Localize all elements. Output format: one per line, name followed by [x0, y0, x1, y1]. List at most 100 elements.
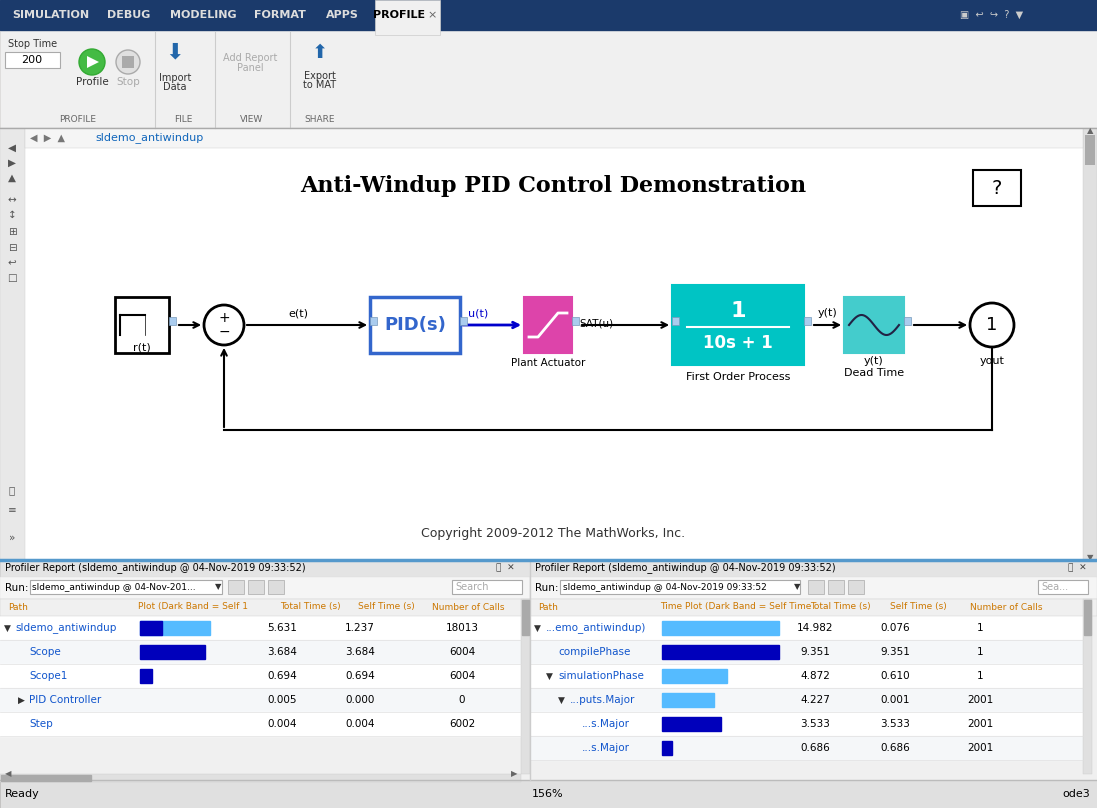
Text: 0.694: 0.694 [268, 671, 297, 681]
Text: 1.237: 1.237 [346, 623, 375, 633]
Text: APPS: APPS [326, 10, 359, 20]
Bar [452, 580, 522, 594]
Text: ?: ? [992, 179, 1003, 197]
Bar [0, 640, 521, 664]
Text: compilePhase: compilePhase [558, 647, 631, 657]
Text: r(t): r(t) [133, 342, 151, 352]
Text: ode3: ode3 [1062, 789, 1090, 799]
Text: 0.001: 0.001 [880, 695, 909, 705]
Bar [661, 669, 727, 683]
Text: SAT(u): SAT(u) [579, 318, 613, 328]
Text: SHARE: SHARE [305, 116, 336, 124]
Text: First Order Process: First Order Process [686, 372, 790, 382]
Text: Profiler Report (sldemo_antiwindup @ 04-Nov-2019 09:33:52): Profiler Report (sldemo_antiwindup @ 04-… [535, 562, 836, 574]
Bar [530, 736, 1083, 760]
Text: Import: Import [159, 73, 191, 83]
Bar [844, 297, 904, 353]
Text: Ready: Ready [5, 789, 39, 799]
Text: ◀  ▶  ▲: ◀ ▶ ▲ [30, 133, 65, 143]
Text: Self Time (s): Self Time (s) [890, 603, 947, 612]
Text: 1: 1 [976, 647, 983, 657]
Bar [530, 560, 1097, 577]
Bar [140, 621, 162, 635]
Text: Plant Actuator: Plant Actuator [511, 358, 585, 368]
Text: Self Time (s): Self Time (s) [358, 603, 415, 612]
Bar [122, 56, 134, 68]
Text: 1: 1 [986, 316, 997, 334]
Text: FILE: FILE [173, 116, 192, 124]
Text: PID(s): PID(s) [384, 316, 446, 334]
Text: Panel: Panel [237, 63, 263, 73]
Text: sldemo_antiwindup: sldemo_antiwindup [95, 133, 203, 144]
Text: Total Time (s): Total Time (s) [810, 603, 871, 612]
Text: 156%: 156% [532, 789, 564, 799]
Text: 0.005: 0.005 [268, 695, 297, 705]
Text: ...puts.Major: ...puts.Major [570, 695, 635, 705]
Text: Total Time (s): Total Time (s) [280, 603, 341, 612]
Text: ≡: ≡ [8, 505, 16, 515]
Text: Search: Search [455, 582, 488, 592]
Bar [530, 577, 1097, 599]
Bar [460, 317, 467, 325]
Text: 0.610: 0.610 [880, 671, 909, 681]
Text: Profile: Profile [76, 77, 109, 87]
Bar [530, 616, 1083, 640]
Text: 📌  ✕: 📌 ✕ [496, 563, 514, 573]
Bar [524, 297, 572, 353]
Text: ▶: ▶ [8, 158, 16, 168]
Text: Path: Path [8, 603, 27, 612]
Text: Anti-Windup PID Control Demonstration: Anti-Windup PID Control Demonstration [299, 175, 806, 197]
Text: Step: Step [29, 719, 53, 729]
Bar [0, 128, 25, 568]
Bar [973, 170, 1021, 206]
Text: MODELING: MODELING [170, 10, 236, 20]
Text: ◀: ◀ [8, 143, 16, 153]
Text: 3.684: 3.684 [346, 647, 375, 657]
Text: ▼: ▼ [534, 624, 541, 633]
Bar [5, 52, 60, 68]
Text: ▼: ▼ [546, 671, 553, 680]
Text: Run:: Run: [5, 583, 29, 593]
Text: 4.227: 4.227 [800, 695, 830, 705]
Text: 1: 1 [976, 623, 983, 633]
Bar [559, 580, 800, 594]
Bar [672, 317, 679, 325]
Text: +: + [218, 311, 229, 325]
Bar [0, 712, 521, 736]
Text: u(t): u(t) [468, 308, 488, 318]
Text: PID Controller: PID Controller [29, 695, 101, 705]
Text: y(t): y(t) [864, 356, 884, 366]
Bar [169, 317, 176, 325]
Text: 📌  ✕: 📌 ✕ [1067, 563, 1086, 573]
Text: 9.351: 9.351 [880, 647, 909, 657]
Bar [228, 580, 244, 594]
Text: DEBUG: DEBUG [106, 10, 150, 20]
Text: sldemo_antiwindup @ 04-Nov-2019 09:33:52: sldemo_antiwindup @ 04-Nov-2019 09:33:52 [563, 583, 767, 591]
Text: Copyright 2009-2012 The MathWorks, Inc.: Copyright 2009-2012 The MathWorks, Inc. [421, 528, 685, 541]
Text: ...s.Major: ...s.Major [583, 719, 630, 729]
Text: ⬇: ⬇ [166, 42, 184, 62]
Bar [115, 297, 169, 353]
Text: 2001: 2001 [966, 743, 993, 753]
Bar [0, 599, 530, 616]
Text: 📷: 📷 [9, 485, 15, 495]
Bar [661, 645, 779, 659]
Text: Profiler Report (sldemo_antiwindup @ 04-Nov-2019 09:33:52): Profiler Report (sldemo_antiwindup @ 04-… [5, 562, 306, 574]
Text: ▼: ▼ [215, 583, 222, 591]
Text: yout: yout [980, 356, 1005, 366]
Text: ×: × [428, 10, 437, 20]
Text: 0.004: 0.004 [346, 719, 375, 729]
Text: »: » [9, 533, 15, 543]
Text: ▲: ▲ [8, 173, 16, 183]
Text: 0.686: 0.686 [880, 743, 909, 753]
Text: 0.004: 0.004 [268, 719, 297, 729]
Bar [0, 577, 530, 599]
Text: ⊟: ⊟ [8, 243, 16, 253]
Bar [1, 775, 91, 781]
Text: 18013: 18013 [445, 623, 478, 633]
Text: Dead Time: Dead Time [844, 368, 904, 378]
Text: Scope1: Scope1 [29, 671, 67, 681]
Text: e(t): e(t) [289, 308, 308, 318]
Bar [0, 780, 1097, 808]
Bar [1084, 600, 1092, 635]
